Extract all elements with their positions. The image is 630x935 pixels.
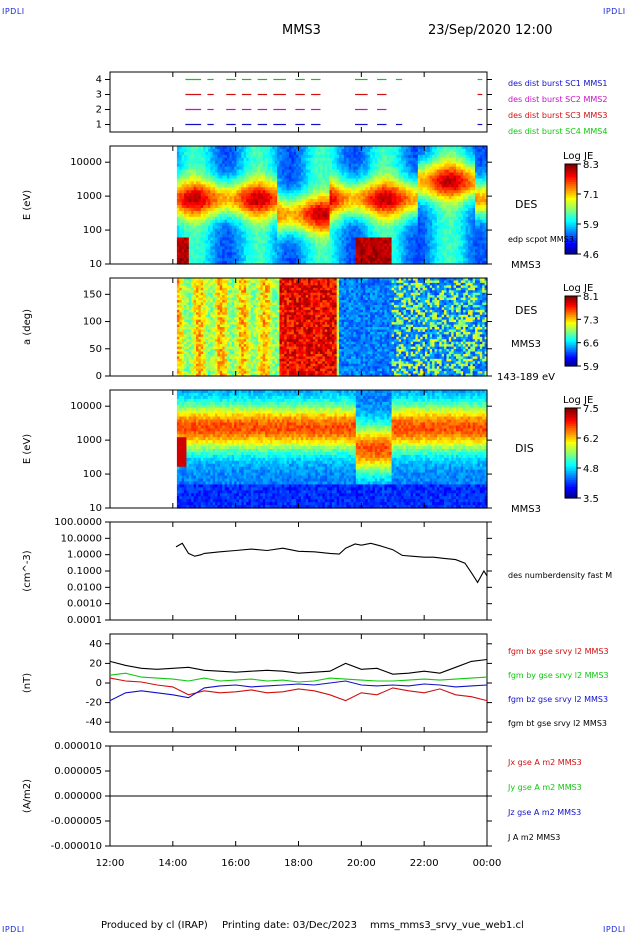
panel1-frame xyxy=(110,72,487,132)
burst-legend-entry: des dist burst SC1 MMS1 xyxy=(508,79,607,88)
burst-legend-entry: des dist burst SC2 MMS2 xyxy=(508,95,607,104)
panel1-ytick-label: 1 xyxy=(96,120,102,131)
panel1-ytick-label: 2 xyxy=(96,105,102,116)
burst-legend-entry: des dist burst SC3 MMS3 xyxy=(508,111,607,120)
panel2-spectrogram xyxy=(177,146,488,265)
panel1-ytick-label: 4 xyxy=(96,75,102,86)
panel1-ytick-label: 3 xyxy=(96,90,102,101)
burst-legend-entry: des dist burst SC4 MMS4 xyxy=(508,127,607,136)
